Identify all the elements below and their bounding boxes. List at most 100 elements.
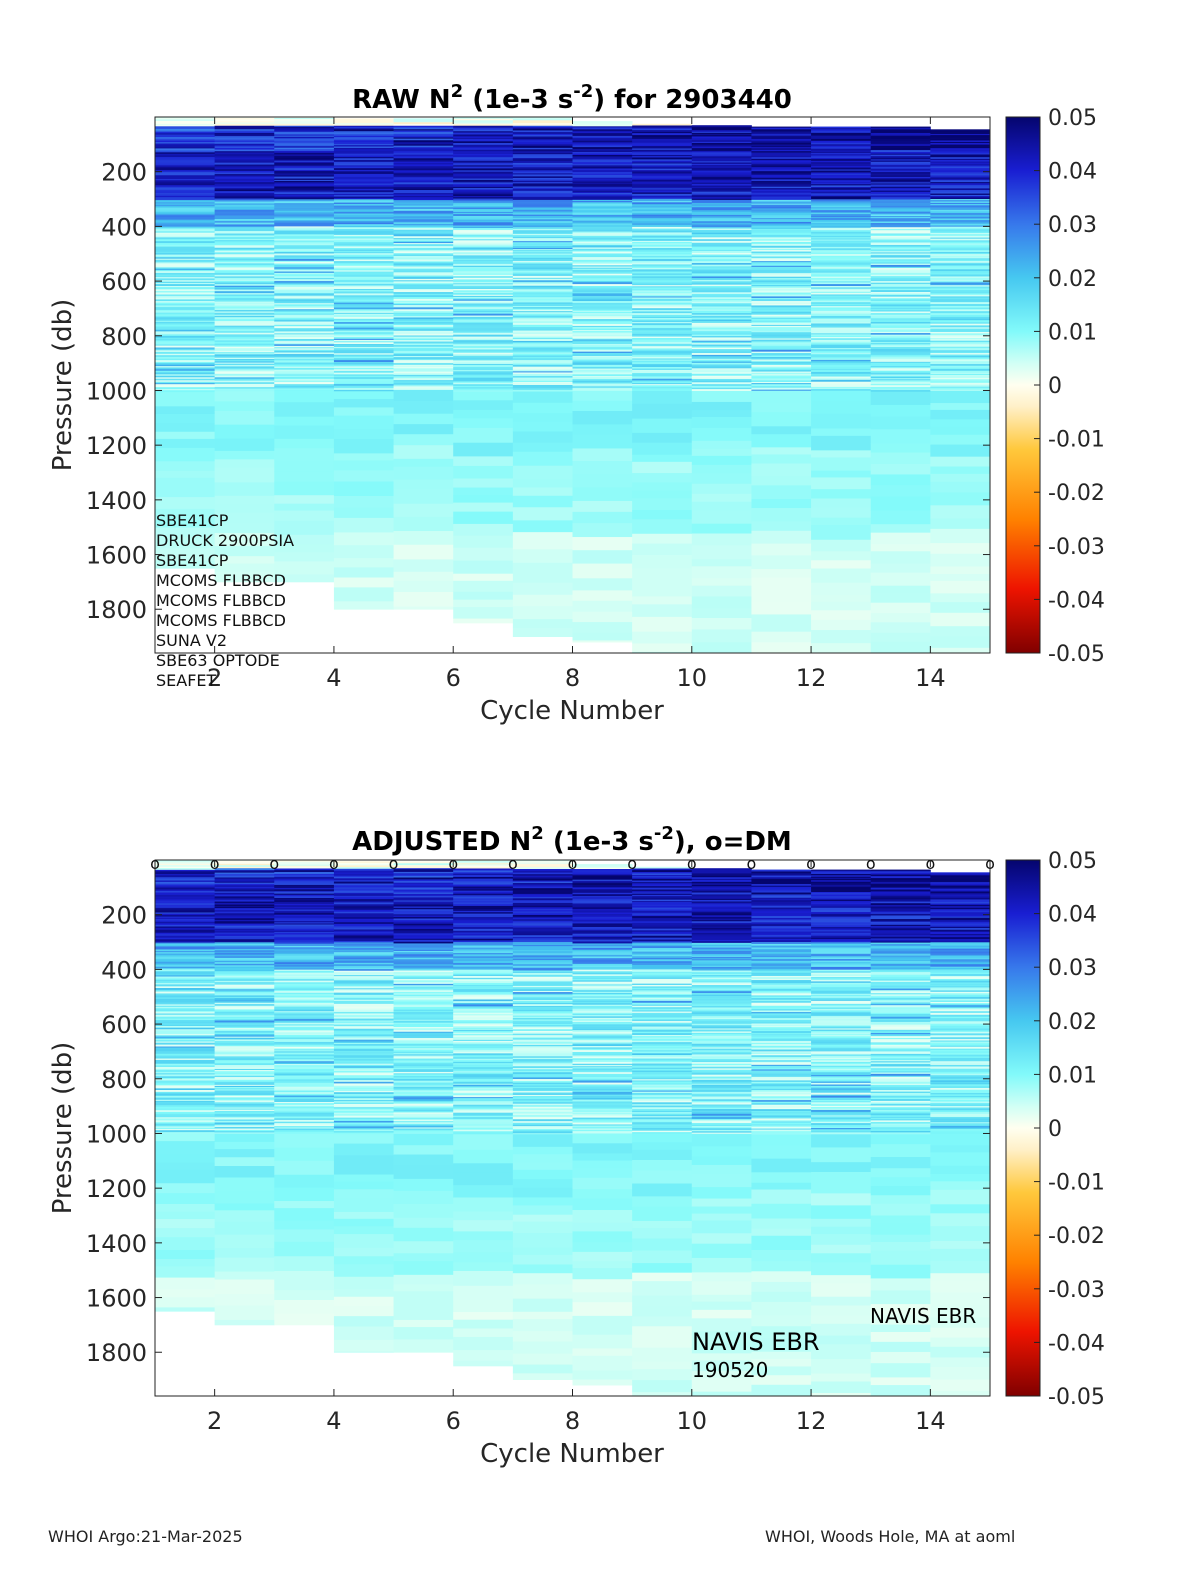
heatmap-cell — [870, 336, 931, 339]
heatmap-cell — [751, 224, 812, 227]
heatmap-cell — [632, 269, 693, 272]
heatmap-cell — [572, 885, 633, 887]
heatmap-cell — [632, 877, 693, 880]
heatmap-cell — [274, 240, 335, 243]
heatmap-cell — [691, 1065, 752, 1068]
heatmap-cell — [512, 916, 573, 918]
heatmap-cell — [632, 1081, 693, 1084]
heatmap-cell — [632, 141, 693, 144]
heatmap-cell — [632, 343, 693, 346]
heatmap-cell — [512, 965, 573, 969]
heatmap-cell — [572, 1090, 633, 1093]
heatmap-cell — [691, 330, 752, 332]
heatmap-cell — [274, 861, 335, 864]
heatmap-cell — [453, 990, 514, 993]
heatmap-cell — [333, 1027, 394, 1030]
heatmap-cell — [274, 226, 335, 228]
heatmap-cell — [930, 343, 991, 346]
heatmap-cell — [155, 358, 216, 361]
heatmap-cell — [512, 1119, 573, 1122]
heatmap-cell — [512, 1051, 573, 1054]
heatmap-cell — [155, 873, 216, 876]
heatmap-cell — [274, 924, 335, 927]
heatmap-cell — [691, 1091, 752, 1095]
heatmap-cell — [632, 335, 693, 337]
heatmap-cell — [632, 490, 693, 499]
heatmap-cell — [691, 877, 752, 880]
heatmap-cell — [512, 1179, 573, 1189]
heatmap-cell — [691, 901, 752, 904]
heatmap-cell — [632, 282, 693, 284]
heatmap-cell — [155, 1024, 216, 1027]
heatmap-cell — [214, 178, 275, 182]
heatmap-cell — [393, 1119, 454, 1122]
heatmap-cell — [393, 1339, 454, 1353]
heatmap-cell — [214, 1036, 275, 1039]
heatmap-cell — [632, 997, 693, 1000]
heatmap-cell — [453, 345, 514, 347]
heatmap-cell — [572, 1022, 633, 1024]
heatmap-cell — [393, 952, 454, 955]
heatmap-cell — [453, 966, 514, 969]
heatmap-cell — [572, 939, 633, 942]
heatmap-cell — [512, 1129, 573, 1131]
heatmap-cell — [333, 1076, 394, 1079]
heatmap-cell — [214, 227, 275, 229]
heatmap-cell — [512, 901, 573, 904]
heatmap-cell — [393, 204, 454, 207]
heatmap-cell — [751, 901, 812, 905]
heatmap-cell — [691, 340, 752, 343]
heatmap-cell — [572, 1044, 633, 1047]
heatmap-cell — [393, 1284, 454, 1292]
heatmap-cell — [572, 251, 633, 254]
heatmap-cell — [155, 1289, 216, 1298]
heatmap-cell — [632, 1316, 693, 1327]
heatmap-cell — [155, 983, 216, 985]
heatmap-cell — [691, 350, 752, 352]
heatmap-cell — [155, 219, 216, 221]
heatmap-cell — [333, 891, 394, 894]
heatmap-cell — [333, 1024, 394, 1027]
heatmap-cell — [572, 142, 633, 144]
heatmap-cell — [155, 968, 216, 970]
heatmap-cell — [751, 354, 812, 356]
heatmap-cell — [870, 126, 931, 129]
heatmap-cell — [333, 1041, 394, 1044]
heatmap-cell — [333, 1010, 394, 1013]
heatmap-cell — [691, 1294, 752, 1303]
heatmap-cell — [811, 381, 872, 385]
heatmap-cell — [632, 1347, 693, 1362]
heatmap-cell — [632, 218, 693, 220]
heatmap-cell — [453, 137, 514, 140]
heatmap-cell — [811, 324, 872, 327]
heatmap-cell — [691, 915, 752, 918]
heatmap-cell — [333, 929, 394, 932]
heatmap-cell — [333, 163, 394, 166]
heatmap-cell — [333, 986, 394, 989]
heatmap-cell — [572, 265, 633, 267]
heatmap-cell — [155, 934, 216, 937]
heatmap-cell — [274, 323, 335, 326]
heatmap-cell — [512, 1016, 573, 1019]
heatmap-cell — [572, 124, 633, 127]
heatmap-cell — [811, 275, 872, 278]
heatmap-cell — [572, 170, 633, 173]
heatmap-cell — [572, 960, 633, 963]
heatmap-cell — [393, 982, 454, 985]
heatmap-cell — [393, 156, 454, 159]
heatmap-cell — [393, 1076, 454, 1078]
heatmap-cell — [632, 327, 693, 329]
heatmap-cell — [333, 496, 394, 508]
heatmap-cell — [155, 353, 216, 356]
heatmap-cell — [632, 418, 693, 434]
heatmap-cell — [453, 881, 514, 884]
heatmap-cell — [572, 156, 633, 159]
heatmap-cell — [393, 1078, 454, 1082]
heatmap-cell — [214, 235, 275, 238]
heatmap-cell — [512, 911, 573, 914]
heatmap-cell — [453, 886, 514, 889]
heatmap-cell — [572, 875, 633, 878]
heatmap-cell — [870, 177, 931, 180]
heatmap-cell — [155, 180, 216, 182]
heatmap-cell — [930, 543, 991, 555]
